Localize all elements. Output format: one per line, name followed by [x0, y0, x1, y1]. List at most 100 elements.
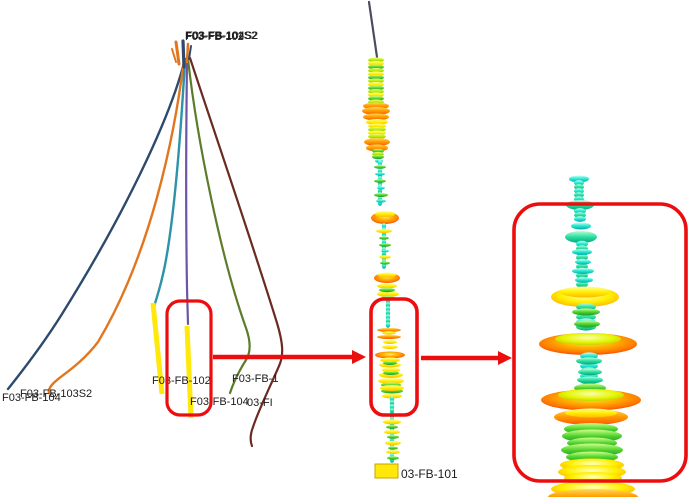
log-column-slice: [385, 322, 391, 328]
well-label: F03-FB-102: [152, 375, 211, 387]
log-disk: [385, 440, 401, 446]
log-column-slice: [368, 60, 384, 67]
log-disk: [366, 119, 388, 125]
right-panel-zoomed-log: [539, 175, 641, 497]
well-label: 03-FI: [247, 397, 273, 409]
log-column-slice: [381, 223, 387, 229]
log-disk: [380, 357, 400, 363]
log-column-slice: [574, 192, 584, 198]
log-disk: [569, 175, 589, 183]
log-disk: [363, 113, 389, 121]
log-disk: [384, 429, 400, 435]
well-top-line: [367, 0, 379, 59]
log-disk: [383, 419, 401, 425]
zoom-arrow-left-to-middle-head: [352, 350, 366, 364]
log-disk: [574, 320, 600, 328]
log-column-slice: [385, 306, 391, 312]
log-column-slice: [368, 57, 384, 63]
annotations: [165, 202, 688, 483]
log-column-slice: [368, 85, 384, 91]
well-label: F03-FB-104: [190, 396, 249, 408]
log-disk: [565, 231, 597, 243]
log-column-slice: [389, 396, 395, 402]
well-label: F03-FB-104S2: [186, 30, 258, 42]
log-column-slice: [368, 126, 386, 133]
highlight-rect-zoom-view: [512, 202, 688, 483]
well-label: F03-FB-104: [2, 392, 61, 404]
log-disk: [375, 211, 395, 217]
log-column-slice: [385, 314, 391, 320]
highlight-rect-left-wells: [165, 299, 213, 417]
log-disk: [377, 291, 399, 297]
wellhead-stroke: [188, 45, 192, 60]
log-disk: [577, 376, 603, 384]
wellhead-stroke: [174, 40, 181, 66]
log-disk: [379, 243, 391, 247]
left-panel-trajectories: [6, 39, 284, 448]
wellhead-stroke: [171, 48, 177, 63]
log-column-slice: [368, 64, 384, 70]
log-disk: [380, 385, 404, 391]
log-disk: [386, 450, 400, 454]
log-column-slice: [377, 188, 383, 194]
log-column-slice: [368, 88, 384, 95]
log-disk: [377, 283, 397, 289]
log-column-slice: [389, 400, 395, 406]
log-disk: [377, 186, 385, 190]
log-disk: [575, 259, 591, 265]
trajectory-orange: [47, 58, 186, 395]
log-disk: [374, 193, 388, 197]
trajectory-navy: [6, 57, 187, 391]
log-disk: [578, 368, 602, 376]
log-column-slice: [372, 151, 384, 157]
wellhead-stroke: [185, 42, 190, 64]
log-column-slice: [389, 404, 395, 410]
log-disk: [364, 138, 390, 146]
log-column-slice: [368, 123, 386, 129]
log-disk: [575, 277, 593, 283]
log-column-slice: [576, 281, 588, 288]
well-labels: F03-FB-101S2F03-FB-104S2F03-FB-102F03-FB…: [2, 30, 458, 481]
log-disk: [560, 286, 610, 298]
well-label: 03-FB-101: [401, 467, 458, 481]
well-label: F03-FB-1: [232, 373, 278, 385]
log-disk: [375, 172, 385, 176]
log-column-slice: [385, 302, 391, 308]
log-column-slice: [368, 92, 384, 98]
log-disk: [572, 268, 594, 274]
log-disk: [558, 389, 624, 401]
log-disk: [382, 393, 402, 399]
log-disk: [378, 378, 404, 384]
trajectory-purple: [185, 58, 190, 326]
log-disk: [548, 489, 638, 497]
log-disk: [576, 357, 602, 365]
log-disk: [386, 425, 398, 429]
log-disk: [382, 345, 398, 349]
log-column-slice: [368, 78, 384, 84]
log-column-slice: [368, 130, 386, 136]
well-label: F03-FB-102: [185, 31, 244, 43]
log-column-slice: [372, 154, 384, 160]
log-disk: [378, 272, 396, 278]
log-disk: [374, 179, 386, 183]
log-column-slice: [372, 148, 384, 154]
log-column-slice: [377, 160, 383, 166]
log-disk: [387, 435, 399, 439]
log-disk: [376, 199, 386, 203]
log-column-slice: [389, 408, 395, 414]
log-column-slice: [368, 67, 384, 74]
yellow-log-segment-purple-well: [184, 325, 194, 419]
well-label: F03-FB-101S2: [185, 30, 257, 42]
log-disk: [381, 249, 389, 253]
log-column-slice: [368, 95, 384, 102]
log-disk: [382, 331, 396, 335]
log-column-slice: [574, 208, 586, 214]
well-marker-f03-fb-101: [374, 463, 399, 479]
trajectory-olive: [186, 57, 251, 395]
log-disk: [572, 308, 600, 316]
log-column-slice: [574, 184, 584, 190]
log-column-slice: [368, 74, 384, 81]
log-column-slice: [368, 71, 384, 77]
